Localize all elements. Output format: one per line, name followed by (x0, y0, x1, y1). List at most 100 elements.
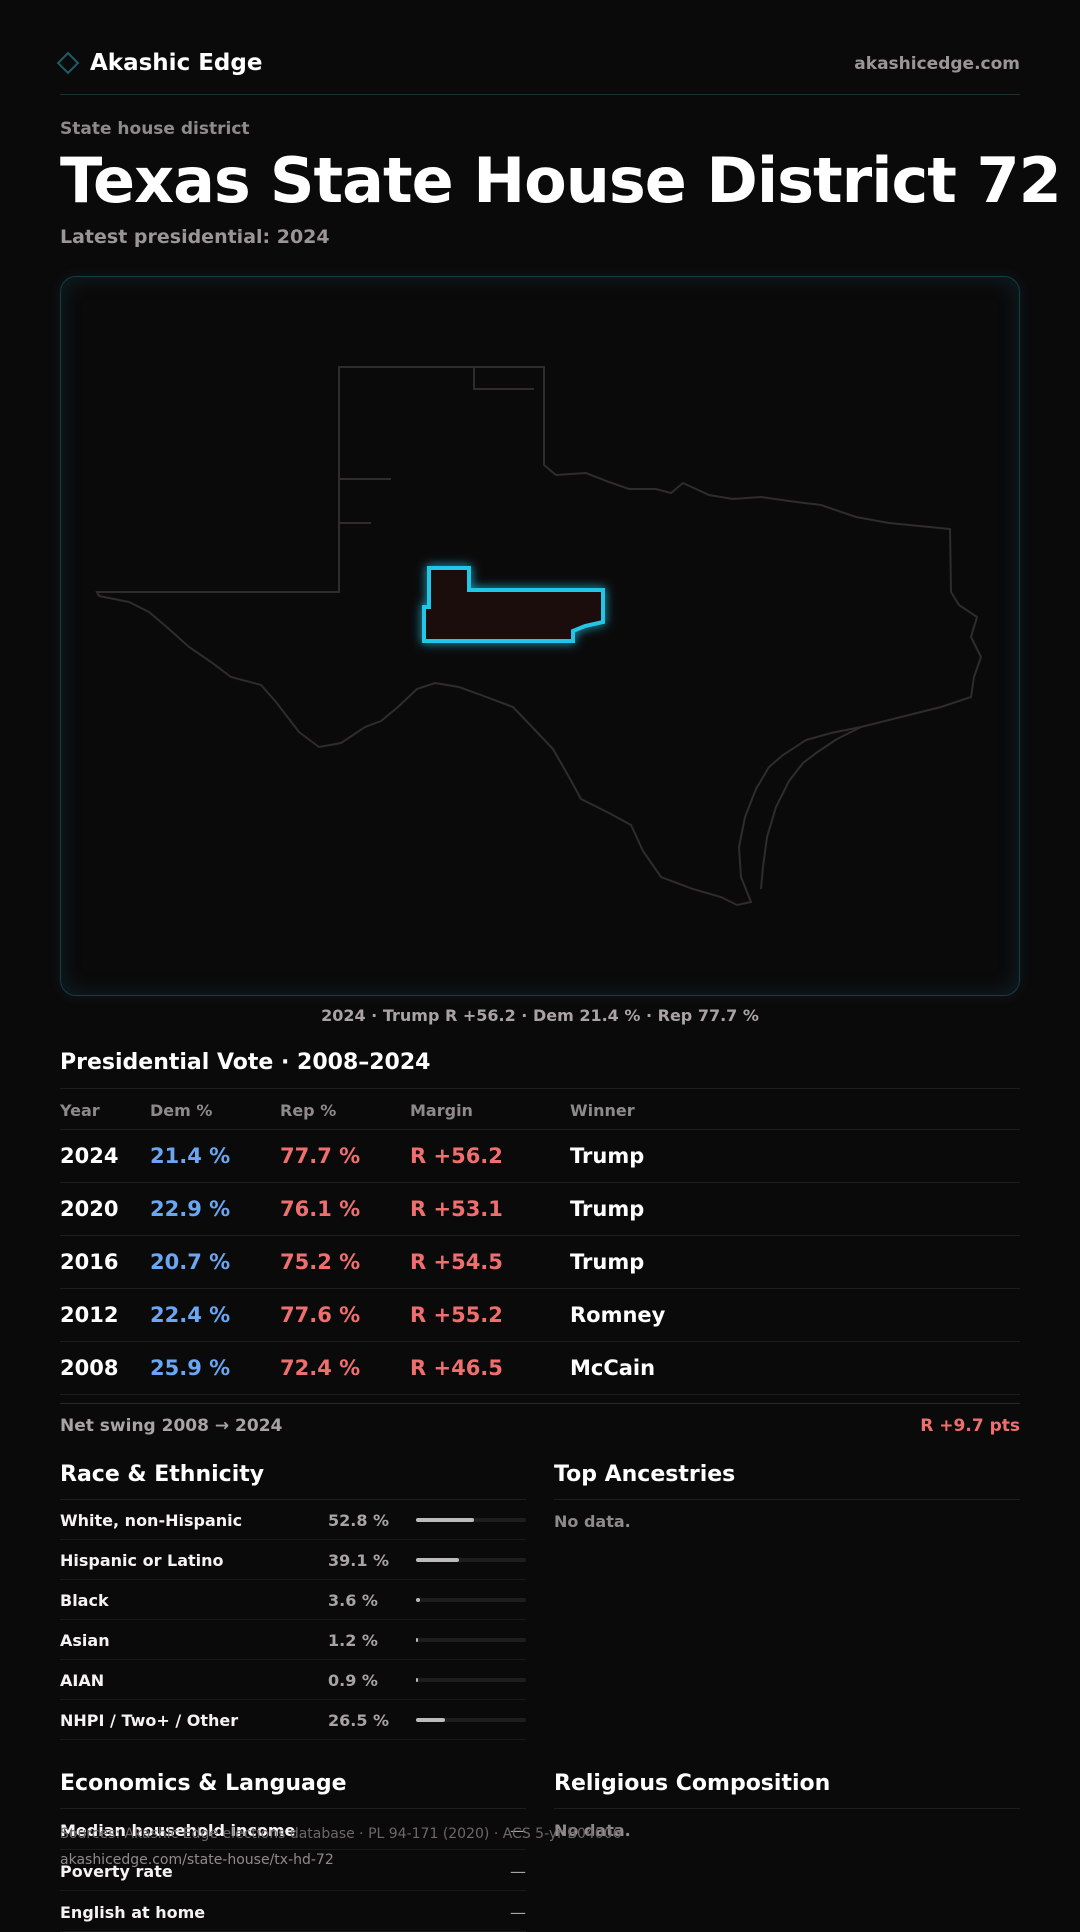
ancestries-title: Top Ancestries (554, 1462, 1020, 1500)
table-row: 2020 22.9 % 76.1 % R +53.1 Trump (60, 1183, 1020, 1236)
cell-winner: Trump (570, 1250, 645, 1274)
cell-year: 2016 (60, 1250, 119, 1274)
presidential-table: Year Dem % Rep % Margin Winner 2024 21.4… (60, 1088, 1020, 1395)
presidential-title: Presidential Vote · 2008–2024 (60, 1050, 431, 1075)
economics-section: Economics & Language Median household in… (60, 1771, 526, 1932)
table-row: 2012 22.4 % 77.6 % R +55.2 Romney (60, 1289, 1020, 1342)
economics-value: — (510, 1903, 526, 1922)
race-pct: 26.5 % (328, 1711, 390, 1730)
cell-margin: R +53.1 (410, 1197, 503, 1221)
page-kicker: State house district (60, 119, 250, 139)
cell-margin: R +56.2 (410, 1144, 503, 1168)
cell-margin: R +55.2 (410, 1303, 503, 1327)
race-label: NHPI / Two+ / Other (60, 1711, 239, 1730)
page-title: Texas State House District 72 (60, 144, 1062, 217)
race-bar (416, 1718, 526, 1722)
diamond-icon (56, 51, 80, 75)
table-row: 2008 25.9 % 72.4 % R +46.5 McCain (60, 1342, 1020, 1395)
cell-year: 2012 (60, 1303, 119, 1327)
panhandle-lines (339, 367, 534, 524)
race-bar-fill (416, 1518, 475, 1522)
economics-row: English at home — (60, 1891, 526, 1932)
cell-rep: 72.4 % (280, 1356, 361, 1380)
race-bar-fill (416, 1678, 418, 1682)
religion-title: Religious Composition (554, 1771, 1020, 1809)
race-row: AIAN 0.9 % (60, 1660, 526, 1700)
net-swing-label: Net swing 2008 → 2024 (60, 1416, 283, 1436)
economics-row: Poverty rate — (60, 1850, 526, 1891)
col-margin: Margin (410, 1101, 473, 1120)
religion-section: Religious Composition No data. (554, 1771, 1020, 1840)
race-pct: 0.9 % (328, 1671, 378, 1690)
table-row: 2016 20.7 % 75.2 % R +54.5 Trump (60, 1236, 1020, 1289)
economics-title: Economics & Language (60, 1771, 526, 1809)
cell-margin: R +46.5 (410, 1356, 503, 1380)
brand[interactable]: Akashic Edge (56, 50, 263, 76)
table-row: 2024 21.4 % 77.7 % R +56.2 Trump (60, 1130, 1020, 1183)
cell-year: 2020 (60, 1197, 119, 1221)
race-bar (416, 1678, 526, 1682)
cell-rep: 75.2 % (280, 1250, 361, 1274)
economics-value: — (510, 1821, 526, 1840)
cell-year: 2024 (60, 1144, 119, 1168)
brand-name: Akashic Edge (90, 50, 263, 76)
page-url[interactable]: akashicedge.com/state-house/tx-hd-72 (60, 1852, 334, 1868)
cell-dem: 22.4 % (150, 1303, 231, 1327)
race-label: AIAN (60, 1671, 105, 1690)
cell-winner: Romney (570, 1303, 666, 1327)
race-label: Asian (60, 1631, 110, 1650)
cell-year: 2008 (60, 1356, 119, 1380)
cell-dem: 25.9 % (150, 1356, 231, 1380)
religion-empty: No data. (554, 1821, 631, 1840)
net-swing: Net swing 2008 → 2024 R +9.7 pts (60, 1403, 1020, 1448)
coast-line (760, 726, 862, 890)
race-bar-fill (416, 1718, 446, 1722)
cell-dem: 22.9 % (150, 1197, 231, 1221)
cell-rep: 76.1 % (280, 1197, 361, 1221)
col-rep: Rep % (280, 1101, 337, 1120)
economics-label: English at home (60, 1903, 206, 1922)
district-72-outline[interactable] (422, 566, 605, 643)
race-pct: 39.1 % (328, 1551, 390, 1570)
net-swing-value: R +9.7 pts (920, 1416, 1020, 1436)
site-header: Akashic Edge akashicedge.com (56, 44, 1020, 95)
race-title: Race & Ethnicity (60, 1462, 526, 1500)
race-bar-fill (416, 1598, 420, 1602)
race-bar (416, 1638, 526, 1642)
race-bar (416, 1558, 526, 1562)
race-label: Hispanic or Latino (60, 1551, 224, 1570)
cell-dem: 21.4 % (150, 1144, 231, 1168)
cell-dem: 20.7 % (150, 1250, 231, 1274)
ancestries-section: Top Ancestries No data. (554, 1462, 1020, 1531)
cell-winner: McCain (570, 1356, 656, 1380)
table-header: Year Dem % Rep % Margin Winner (60, 1089, 1020, 1130)
race-bar (416, 1518, 526, 1522)
page-subtitle: Latest presidential: 2024 (60, 226, 330, 248)
cell-rep: 77.7 % (280, 1144, 361, 1168)
race-row: White, non-Hispanic 52.8 % (60, 1500, 526, 1540)
race-section: Race & Ethnicity White, non-Hispanic 52.… (60, 1462, 526, 1740)
economics-value: — (510, 1862, 526, 1881)
district-map[interactable] (60, 276, 1020, 996)
race-row: Hispanic or Latino 39.1 % (60, 1540, 526, 1580)
texas-map-svg (95, 366, 983, 907)
race-bar-fill (416, 1558, 459, 1562)
map-caption: 2024 · Trump R +56.2 · Dem 21.4 % · Rep … (321, 1006, 759, 1025)
col-year: Year (60, 1101, 100, 1120)
site-link[interactable]: akashicedge.com (854, 54, 1020, 74)
economics-label: Poverty rate (60, 1862, 173, 1881)
race-row: Asian 1.2 % (60, 1620, 526, 1660)
race-row: Black 3.6 % (60, 1580, 526, 1620)
col-dem: Dem % (150, 1101, 213, 1120)
sources-note: Sources: Akashic Edge elections database… (60, 1826, 622, 1842)
col-winner: Winner (570, 1101, 635, 1120)
race-pct: 52.8 % (328, 1511, 390, 1530)
race-pct: 3.6 % (328, 1591, 378, 1610)
race-bar (416, 1598, 526, 1602)
title-state: Texas (60, 144, 251, 217)
cell-winner: Trump (570, 1197, 645, 1221)
economics-label: Median household income (60, 1821, 296, 1840)
ancestries-empty: No data. (554, 1512, 631, 1531)
race-bar-fill (416, 1638, 418, 1642)
race-label: White, non-Hispanic (60, 1511, 243, 1530)
